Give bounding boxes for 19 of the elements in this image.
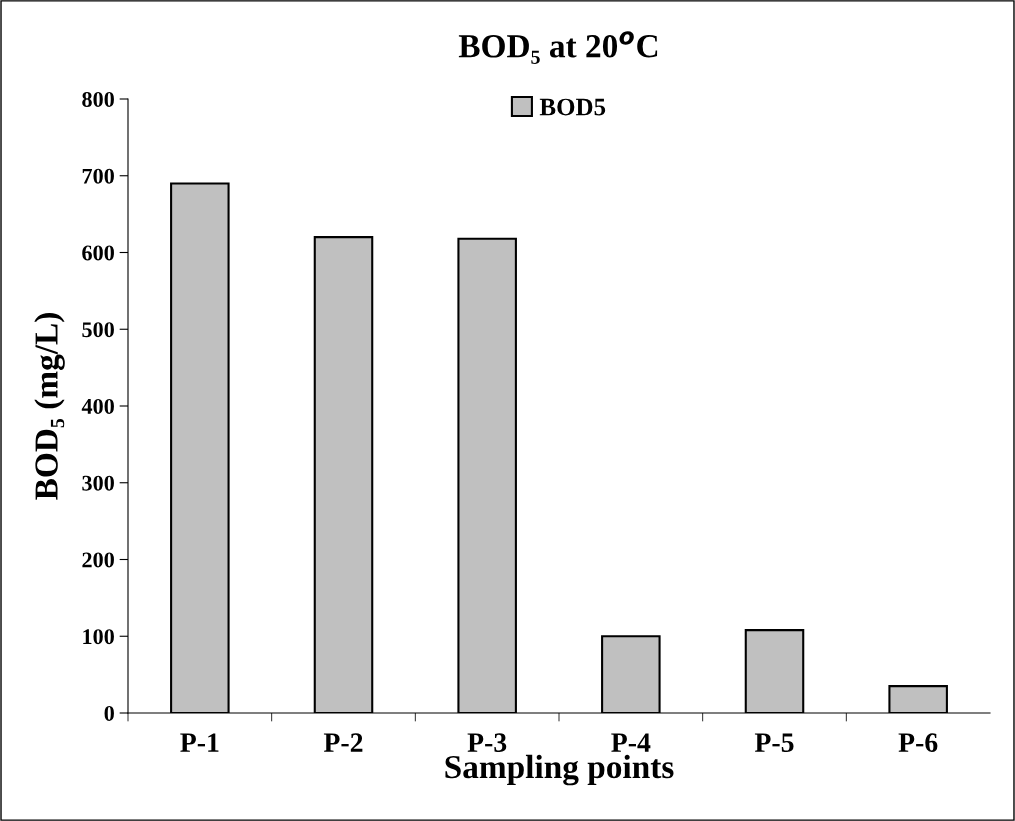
y-tick-label: 800 bbox=[82, 91, 114, 107]
x-tick-label: P-3 bbox=[467, 733, 507, 752]
x-tick-label: P-6 bbox=[898, 733, 938, 752]
x-tick-label: P-5 bbox=[754, 733, 794, 752]
y-tick-label: 700 bbox=[82, 168, 114, 184]
y-tick-label: 300 bbox=[82, 475, 114, 491]
x-tick-label: P-1 bbox=[180, 733, 219, 752]
y-tick-label: 600 bbox=[82, 245, 114, 261]
y-tick-label: 100 bbox=[83, 629, 114, 645]
y-tick-label: 400 bbox=[81, 398, 114, 414]
y-axis-title: BOD₅ (mg/L) bbox=[34, 313, 65, 500]
legend-label: BOD5 bbox=[539, 98, 606, 116]
y-tick-label: 0 bbox=[104, 705, 114, 721]
y-tick-label: 500 bbox=[82, 322, 114, 338]
x-tick-label: P-4 bbox=[611, 733, 651, 752]
x-axis-title: Sampling points bbox=[445, 754, 674, 786]
y-tick-label: 200 bbox=[82, 552, 114, 568]
chart-title: BOD₅ at 20$^{o}$C bbox=[458, 31, 658, 64]
x-tick-label: P-2 bbox=[323, 733, 363, 752]
